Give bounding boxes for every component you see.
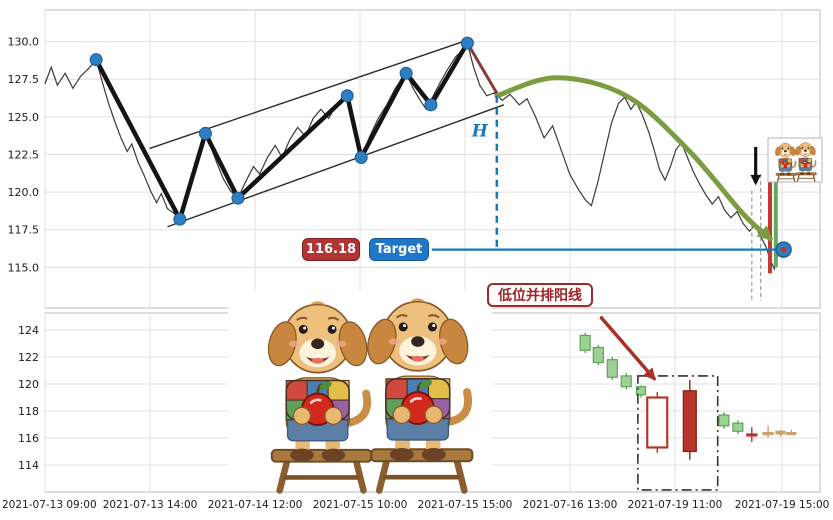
axis-labels-layer: 130.0 127.5 125.0 122.5 120.0 117.5 115.0 124 12… bbox=[2, 36, 829, 511]
y-tick-label: 125.0 bbox=[8, 111, 40, 124]
pivot-dot bbox=[340, 89, 354, 103]
target-price-badge: 116.18 bbox=[302, 238, 360, 261]
measure-label: H bbox=[471, 121, 489, 141]
y-tick-label: 122 bbox=[18, 351, 39, 364]
pivot-dot bbox=[399, 66, 413, 80]
x-tick-label: 2021-07-16 13:00 bbox=[523, 499, 618, 511]
pivot-dot bbox=[198, 126, 212, 140]
y-tick-label: 116 bbox=[18, 432, 39, 445]
candle-body bbox=[620, 375, 632, 388]
candle-body bbox=[682, 390, 697, 453]
target-label-badge: Target bbox=[369, 238, 429, 261]
x-tick-label: 2021-07-15 15:00 bbox=[418, 499, 513, 511]
candle-body bbox=[786, 432, 797, 436]
candle-body bbox=[732, 422, 744, 432]
zigzag-layer bbox=[89, 36, 500, 226]
pivot-dot bbox=[173, 212, 187, 226]
pivot-dot bbox=[89, 53, 103, 67]
candle-body bbox=[646, 396, 669, 449]
pattern-annotation-badge: 低位并排阳线 bbox=[487, 283, 593, 307]
candle-body bbox=[746, 433, 758, 437]
candle-layer bbox=[579, 316, 797, 491]
channel-lower-line bbox=[167, 104, 505, 228]
y-tick-label: 120.0 bbox=[8, 186, 40, 199]
y-tick-label: 118 bbox=[18, 405, 39, 418]
x-tick-label: 2021-07-15 10:00 bbox=[313, 499, 408, 511]
candle-body bbox=[606, 359, 618, 378]
y-tick-label: 130.0 bbox=[8, 36, 40, 49]
y-tick-label: 122.5 bbox=[8, 148, 40, 161]
candle-body bbox=[762, 432, 774, 436]
y-tick-label: 114 bbox=[18, 459, 39, 472]
candle-body bbox=[718, 414, 730, 427]
projection-arrow bbox=[494, 75, 773, 242]
y-tick-label: 120 bbox=[18, 378, 39, 391]
x-tick-label: 2021-07-19 11:00 bbox=[628, 499, 723, 511]
x-tick-label: 2021-07-19 15:00 bbox=[735, 499, 830, 511]
y-tick-label: 127.5 bbox=[8, 73, 40, 86]
pivot-dot bbox=[354, 150, 368, 164]
y-tick-label: 124 bbox=[18, 324, 39, 337]
candle-body bbox=[579, 334, 591, 351]
y-tick-label: 117.5 bbox=[8, 224, 40, 237]
x-tick-label: 2021-07-13 09:00 bbox=[2, 499, 97, 511]
price-panel bbox=[44, 9, 821, 309]
pivot-dot bbox=[231, 191, 245, 205]
puppies-layer bbox=[228, 290, 492, 491]
annotation-layer: H bbox=[431, 75, 792, 301]
candle-body bbox=[775, 430, 786, 435]
pivot-dot bbox=[460, 36, 474, 50]
candle-body bbox=[592, 346, 604, 364]
x-tick-label: 2021-07-13 14:00 bbox=[103, 499, 198, 511]
pivot-dot bbox=[424, 98, 438, 112]
y-tick-label: 115.0 bbox=[8, 261, 40, 274]
pattern-arrow bbox=[599, 316, 656, 381]
candle-body bbox=[635, 386, 647, 396]
x-tick-label: 2021-07-14 12:00 bbox=[208, 499, 303, 511]
target-end-marker-core bbox=[780, 246, 787, 253]
thumbnail-layer bbox=[767, 137, 823, 183]
breakdown-line bbox=[465, 41, 500, 98]
